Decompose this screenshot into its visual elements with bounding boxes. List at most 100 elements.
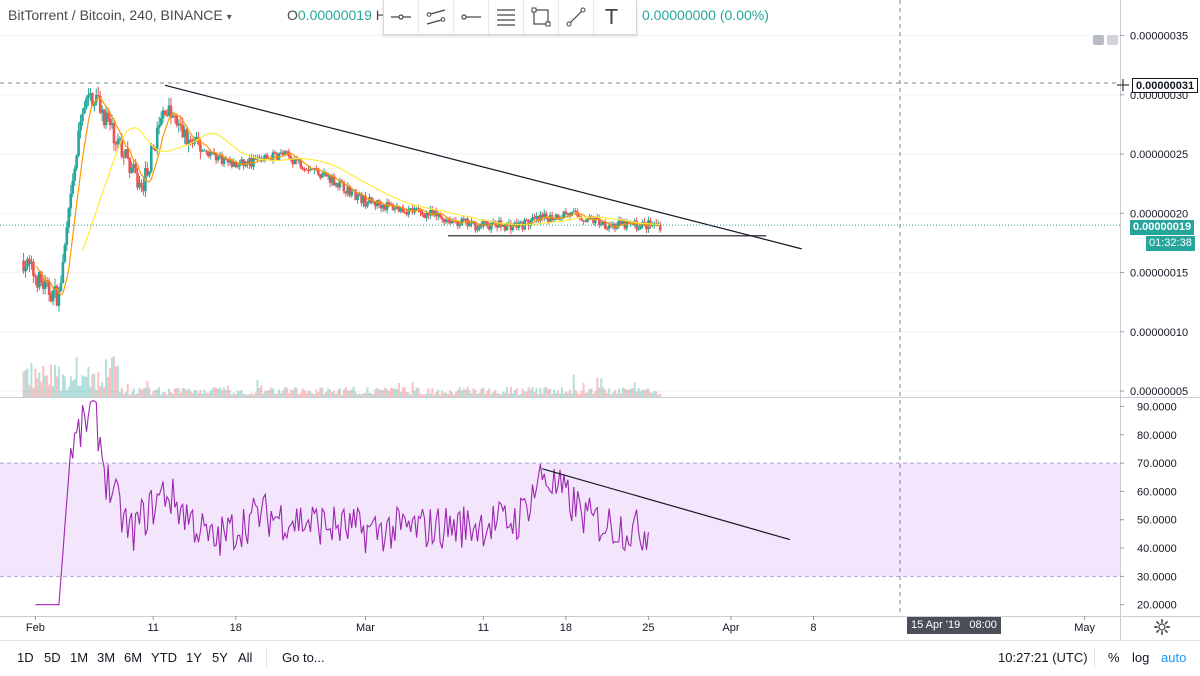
volume-bar (382, 389, 385, 397)
fib-levels-tool[interactable] (489, 0, 524, 34)
candle-body (358, 193, 361, 195)
candle-body (391, 204, 395, 211)
trend-line-icon (566, 7, 586, 27)
volume-bar (476, 393, 479, 397)
volume-bar (557, 390, 560, 397)
price-pane[interactable] (0, 0, 1120, 397)
volume-bar (370, 393, 373, 397)
trend-line-tool[interactable] (559, 0, 594, 34)
volume-bar (217, 388, 220, 397)
volume-bar (562, 393, 565, 397)
candle-body (32, 261, 35, 276)
text-tool[interactable]: T (594, 0, 629, 34)
candle-body (383, 205, 387, 210)
candle-body (511, 225, 515, 230)
range-ytd-button[interactable]: YTD (151, 650, 177, 665)
symbol-title[interactable]: BitTorrent / Bitcoin, 240, BINANCE ▾ (8, 7, 232, 23)
volume-bar (97, 372, 100, 397)
scale-expand-button[interactable] (1107, 35, 1118, 45)
chevron-down-icon[interactable]: ▾ (226, 12, 232, 23)
range-5y-button[interactable]: 5Y (212, 650, 228, 665)
volume-bar (482, 387, 485, 397)
candle-body (110, 122, 114, 125)
candle-body (85, 97, 88, 108)
range-3m-button[interactable]: 3M (97, 650, 116, 665)
volume-bar (521, 388, 524, 397)
candle-body (318, 174, 322, 178)
candle-body (460, 218, 464, 225)
volume-bar (228, 390, 231, 397)
scale-collapse-button[interactable] (1093, 35, 1104, 45)
volume-bar (69, 376, 72, 397)
rsi-axis[interactable]: 90.0000 80.0000 70.0000 60.0000 50.0000 40.00… (1120, 401, 1177, 612)
volume-bar (500, 394, 503, 397)
ma-fast-line (35, 97, 661, 296)
auto-scale-button[interactable]: auto (1161, 650, 1187, 665)
candle-body (421, 212, 424, 215)
volume-bar (615, 393, 618, 397)
volume-bar (537, 394, 540, 397)
volume-bar (635, 391, 638, 397)
rsi-band (0, 462, 1120, 577)
volume-bar (356, 394, 359, 397)
plus-icon[interactable] (1116, 78, 1130, 92)
range-6m-button[interactable]: 6M (124, 650, 143, 665)
candle-body (332, 175, 336, 186)
candle-body (509, 222, 513, 230)
candle-body (448, 220, 452, 224)
log-scale-button[interactable]: log (1132, 650, 1150, 665)
crosshair (0, 0, 1120, 616)
range-1y-button[interactable]: 1Y (186, 650, 202, 665)
range-1m-button[interactable]: 1M (70, 650, 89, 665)
utc-clock[interactable]: 10:27:21 (UTC) (998, 650, 1088, 665)
volume-bar (116, 365, 119, 397)
symbol-name[interactable]: BitTorrent / Bitcoin, 240, BINANCE (8, 7, 223, 23)
candle-body (468, 223, 471, 227)
volume-bar (494, 390, 497, 397)
volume-bar (655, 391, 658, 397)
volume-bar (213, 387, 216, 397)
percent-scale-button[interactable]: % (1108, 650, 1120, 665)
volume-bar (303, 389, 306, 397)
volume-bar (523, 391, 526, 397)
trendlines[interactable] (164, 84, 802, 541)
parallel-channel-tool[interactable] (419, 0, 454, 34)
candle-body (484, 220, 487, 222)
candle-body (36, 277, 39, 288)
range-all-button[interactable]: All (238, 650, 253, 665)
candle-body (489, 223, 493, 230)
goto-button[interactable]: Go to... (282, 650, 325, 665)
range-1d-button[interactable]: 1D (17, 650, 34, 665)
volume-bar (472, 388, 475, 397)
volume-bar (101, 381, 104, 397)
volume-bar (547, 389, 550, 397)
volume-bar (515, 387, 518, 397)
volume-bar (405, 392, 408, 397)
volume-bar (215, 387, 218, 397)
volume-bar (321, 387, 324, 397)
candle-body (89, 93, 92, 95)
ray-tool[interactable] (454, 0, 489, 34)
price-axis-label: 0.00000020 (1130, 208, 1188, 220)
volume-bar (502, 391, 505, 397)
candle-body (138, 182, 141, 188)
chart-canvas[interactable]: 0.000000350.000000300.000000250.00000020… (0, 0, 1200, 640)
volume-bar (627, 389, 630, 397)
candle-body (100, 109, 104, 113)
horizontal-line-tool[interactable] (384, 0, 419, 34)
candle-body (183, 129, 187, 138)
candle-body (171, 115, 175, 118)
range-5d-button[interactable]: 5D (44, 650, 61, 665)
ray-icon (461, 14, 481, 20)
moving-averages (35, 97, 661, 296)
volume-bar (156, 389, 159, 397)
volume-bar (612, 392, 615, 397)
volume-bar (590, 388, 593, 397)
rectangle-tool[interactable] (524, 0, 559, 34)
candle-body (146, 167, 149, 176)
gear-icon[interactable] (1153, 618, 1171, 636)
candle-body (177, 123, 181, 126)
toolbar-divider (1094, 648, 1095, 668)
candle-body (436, 213, 440, 217)
volume-bar (486, 390, 489, 397)
